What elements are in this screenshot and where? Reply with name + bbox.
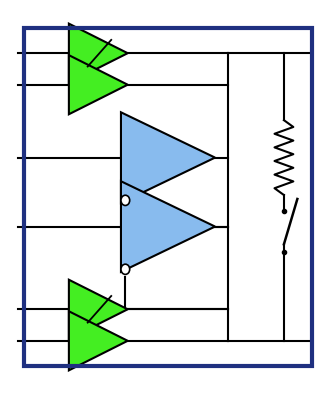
Polygon shape — [69, 55, 128, 114]
Circle shape — [121, 264, 130, 274]
Polygon shape — [69, 280, 128, 339]
Polygon shape — [69, 24, 128, 83]
Polygon shape — [121, 112, 215, 203]
Circle shape — [121, 195, 130, 206]
Polygon shape — [121, 181, 215, 272]
Polygon shape — [69, 311, 128, 370]
